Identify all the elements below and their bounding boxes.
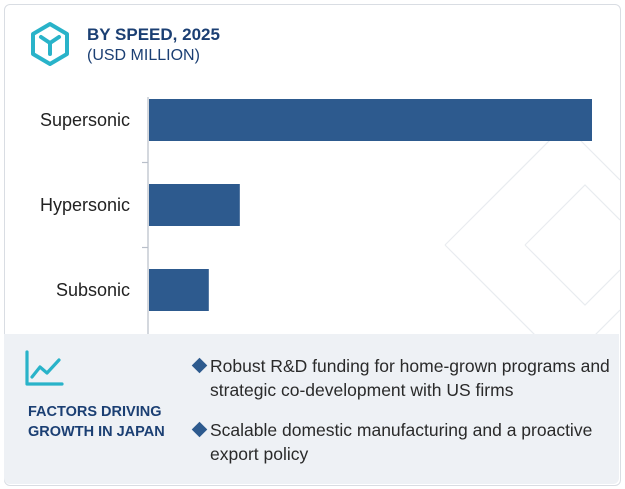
logo-icon: [31, 22, 69, 66]
category-label-hypersonic: Hypersonic: [40, 195, 130, 215]
bar-supersonic: [149, 99, 592, 141]
bar-hypersonic: [149, 184, 240, 226]
bar-chart: Supersonic Hypersonic Subsonic: [40, 97, 592, 335]
chart-title: BY SPEED, 2025: [87, 25, 220, 44]
factors-title: FACTORS DRIVING GROWTH IN JAPAN: [28, 404, 165, 440]
chart-subtitle: (USD MILLION): [87, 47, 200, 64]
factor-item: Scalable domestic manufacturing and a pr…: [191, 418, 614, 466]
trend-line-icon: [25, 350, 64, 386]
factor-item: Robust R&D funding for home-grown progra…: [191, 354, 614, 402]
category-label-subsonic: Subsonic: [56, 280, 130, 300]
factor-text: Robust R&D funding for home-grown progra…: [210, 356, 610, 400]
bar-subsonic: [149, 269, 209, 311]
category-label-supersonic: Supersonic: [40, 110, 130, 130]
factor-text: Scalable domestic manufacturing and a pr…: [210, 420, 593, 464]
factors-panel: FACTORS DRIVING GROWTH IN JAPAN Robust R…: [4, 334, 619, 484]
